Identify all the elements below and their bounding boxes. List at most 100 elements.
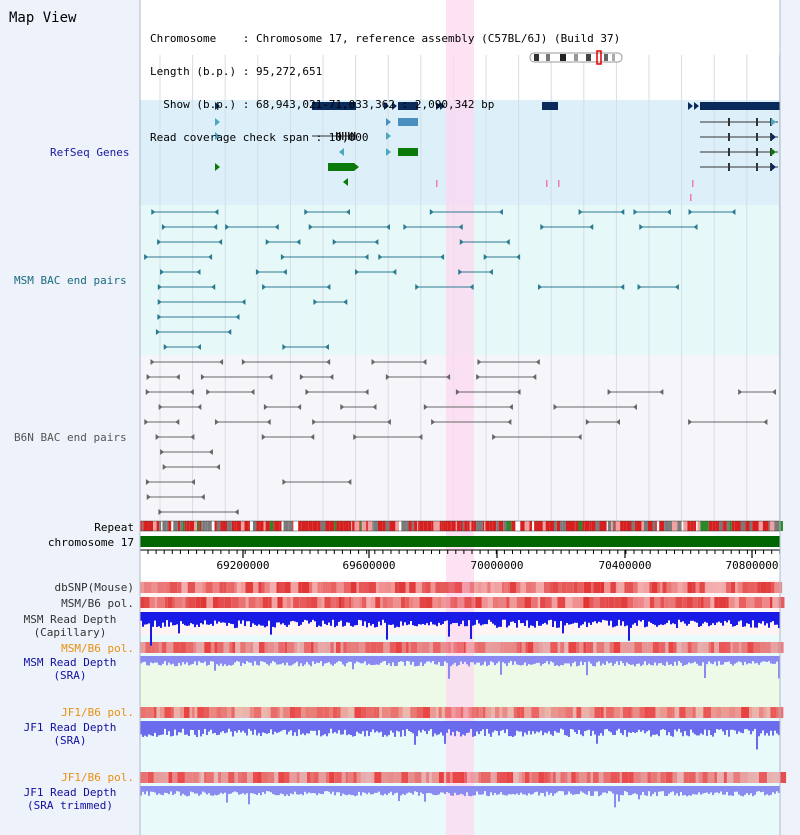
msm-sra-depth[interactable]: [378, 656, 380, 665]
b6n-bac-end[interactable]: [158, 509, 163, 515]
jf1-trim-depth[interactable]: [608, 786, 610, 791]
gene-exon[interactable]: [312, 102, 356, 110]
msm-bac-end[interactable]: [332, 239, 337, 245]
msm-capillary-depth[interactable]: [432, 612, 434, 625]
jf1-trim-pol-density[interactable]: [579, 772, 587, 783]
jf1-sra-depth[interactable]: [570, 721, 572, 729]
msm-pol-density[interactable]: [419, 597, 426, 608]
dbsnp-density[interactable]: [301, 582, 310, 593]
msm-capillary-depth[interactable]: [292, 612, 294, 621]
jf1-trim-depth[interactable]: [226, 786, 228, 803]
msm-sra-depth[interactable]: [514, 656, 516, 662]
jf1-sra-depth[interactable]: [188, 721, 190, 737]
jf1-trim-depth[interactable]: [556, 786, 558, 793]
jf1-sra-depth[interactable]: [642, 721, 644, 731]
jf1-trim-depth[interactable]: [416, 786, 418, 793]
repeat-element[interactable]: [354, 521, 360, 531]
repeat-element[interactable]: [216, 521, 221, 531]
b6n-bac-end[interactable]: [585, 419, 590, 425]
jf1-trim-pol-density[interactable]: [660, 772, 666, 783]
repeat-element[interactable]: [205, 521, 208, 531]
jf1-sra-depth[interactable]: [316, 721, 318, 736]
jf1-pol-density[interactable]: [253, 707, 262, 718]
jf1-pol-density[interactable]: [289, 707, 296, 718]
msm-sra-depth[interactable]: [330, 656, 332, 665]
jf1-sra-depth[interactable]: [296, 721, 298, 737]
b6n-bac-end[interactable]: [577, 434, 582, 440]
msm-capillary-depth[interactable]: [458, 612, 460, 627]
msm-sra-depth[interactable]: [546, 656, 548, 662]
msm-sra-pol-density[interactable]: [593, 642, 597, 653]
msm-sra-depth[interactable]: [228, 656, 230, 665]
dbsnp-density[interactable]: [484, 582, 488, 593]
repeat-element[interactable]: [199, 521, 202, 531]
repeat-element[interactable]: [489, 521, 493, 531]
jf1-sra-depth[interactable]: [546, 721, 548, 734]
msm-sra-depth[interactable]: [308, 656, 310, 665]
jf1-sra-depth[interactable]: [400, 721, 402, 737]
jf1-trim-pol-density[interactable]: [677, 772, 684, 783]
jf1-trim-pol-density[interactable]: [325, 772, 330, 783]
jf1-trim-pol-density[interactable]: [603, 772, 611, 783]
msm-sra-depth[interactable]: [484, 656, 486, 662]
jf1-pol-density[interactable]: [387, 707, 391, 718]
msm-sra-depth[interactable]: [286, 656, 288, 663]
msm-pol-density[interactable]: [157, 597, 165, 608]
repeat-element[interactable]: [565, 521, 570, 531]
msm-capillary-depth[interactable]: [218, 612, 220, 622]
msm-sra-depth[interactable]: [224, 656, 226, 665]
msm-capillary-depth[interactable]: [592, 612, 594, 623]
msm-capillary-depth[interactable]: [498, 612, 500, 627]
jf1-pol-density[interactable]: [301, 707, 306, 718]
jf1-trim-pol-density[interactable]: [421, 772, 427, 783]
jf1-trim-depth[interactable]: [752, 786, 754, 797]
dbsnp-density[interactable]: [566, 582, 574, 593]
jf1-trim-depth[interactable]: [272, 786, 274, 794]
jf1-trim-pol-density[interactable]: [683, 772, 689, 783]
msm-sra-pol-density[interactable]: [284, 642, 288, 653]
jf1-trim-depth[interactable]: [306, 786, 308, 794]
jf1-trim-pol-density[interactable]: [237, 772, 242, 783]
jf1-sra-depth[interactable]: [302, 721, 304, 734]
msm-sra-depth[interactable]: [480, 656, 482, 666]
jf1-trim-depth[interactable]: [450, 786, 452, 796]
dbsnp-density[interactable]: [234, 582, 237, 593]
jf1-trim-pol-density[interactable]: [521, 772, 525, 783]
dbsnp-density[interactable]: [205, 582, 213, 593]
msm-sra-depth[interactable]: [354, 656, 356, 664]
msm-pol-density[interactable]: [675, 597, 683, 608]
jf1-trim-pol-density[interactable]: [381, 772, 388, 783]
jf1-b6-pol-trimmed-label[interactable]: JF1/B6 pol.: [61, 771, 134, 784]
msm-pol-density[interactable]: [175, 597, 183, 608]
jf1-sra-depth[interactable]: [216, 721, 218, 736]
msm-sra-depth[interactable]: [538, 656, 540, 663]
jf1-trim-pol-density[interactable]: [590, 772, 593, 783]
msm-capillary-depth[interactable]: [682, 612, 684, 622]
jf1-trim-depth[interactable]: [188, 786, 190, 796]
msm-capillary-depth[interactable]: [710, 612, 712, 626]
msm-sra-depth[interactable]: [762, 656, 764, 662]
msm-bac-end[interactable]: [440, 254, 445, 260]
gene-exon[interactable]: [348, 132, 350, 140]
msm-pol-density[interactable]: [341, 597, 345, 608]
msm-sra-depth[interactable]: [622, 656, 624, 664]
jf1-pol-density[interactable]: [277, 707, 280, 718]
jf1-sra-depth[interactable]: [748, 721, 750, 731]
dbsnp-density[interactable]: [405, 582, 410, 593]
jf1-trim-depth[interactable]: [216, 786, 218, 796]
msm-sra-depth[interactable]: [490, 656, 492, 662]
dbsnp-density[interactable]: [516, 582, 521, 593]
jf1-trim-pol-density[interactable]: [640, 772, 648, 783]
jf1-trim-pol-density[interactable]: [213, 772, 219, 783]
repeat-element[interactable]: [248, 521, 250, 531]
dbsnp-density[interactable]: [577, 582, 584, 593]
msm-pol-density[interactable]: [445, 597, 451, 608]
jf1-pol-density[interactable]: [520, 707, 525, 718]
msm-capillary-depth[interactable]: [654, 612, 656, 625]
jf1-trim-depth[interactable]: [706, 786, 708, 793]
jf1-pol-density[interactable]: [544, 707, 551, 718]
jf1-pol-density[interactable]: [156, 707, 160, 718]
jf1-sra-depth[interactable]: [492, 721, 494, 733]
jf1-sra-depth[interactable]: [374, 721, 376, 733]
jf1-sra-depth[interactable]: [518, 721, 520, 732]
